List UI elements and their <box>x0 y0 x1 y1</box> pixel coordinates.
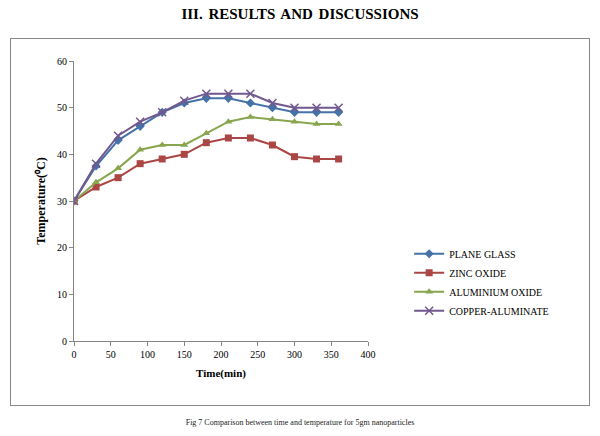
svg-text:0: 0 <box>72 349 77 360</box>
svg-text:ALUMINIUM OXIDE: ALUMINIUM OXIDE <box>449 287 542 298</box>
svg-text:10: 10 <box>57 289 67 300</box>
svg-text:50: 50 <box>57 102 67 113</box>
svg-text:350: 350 <box>324 349 339 360</box>
svg-text:Time(min): Time(min) <box>196 367 246 380</box>
svg-text:0: 0 <box>62 336 67 347</box>
svg-text:200: 200 <box>214 349 229 360</box>
svg-text:250: 250 <box>250 349 265 360</box>
svg-text:30: 30 <box>57 196 67 207</box>
svg-text:PLANE GLASS: PLANE GLASS <box>449 249 515 260</box>
svg-text:20: 20 <box>57 242 67 253</box>
svg-text:150: 150 <box>177 349 192 360</box>
svg-text:COPPER-ALUMINATE: COPPER-ALUMINATE <box>449 306 548 317</box>
svg-text:50: 50 <box>106 349 116 360</box>
svg-text:100: 100 <box>140 349 155 360</box>
svg-text:60: 60 <box>57 56 67 67</box>
svg-text:300: 300 <box>287 349 302 360</box>
html-text:Fig 7 Comparison between time: Fig 7 Comparison between time and temper… <box>185 418 415 427</box>
svg-text:ZINC OXIDE: ZINC OXIDE <box>449 268 506 279</box>
svg-text:Temperature(⁰C): Temperature(⁰C) <box>34 157 48 244</box>
html-text:III. RESULTS AND DISCUSSIONS: III. RESULTS AND DISCUSSIONS <box>181 6 419 22</box>
svg-text:40: 40 <box>57 149 67 160</box>
svg-text:400: 400 <box>361 349 376 360</box>
